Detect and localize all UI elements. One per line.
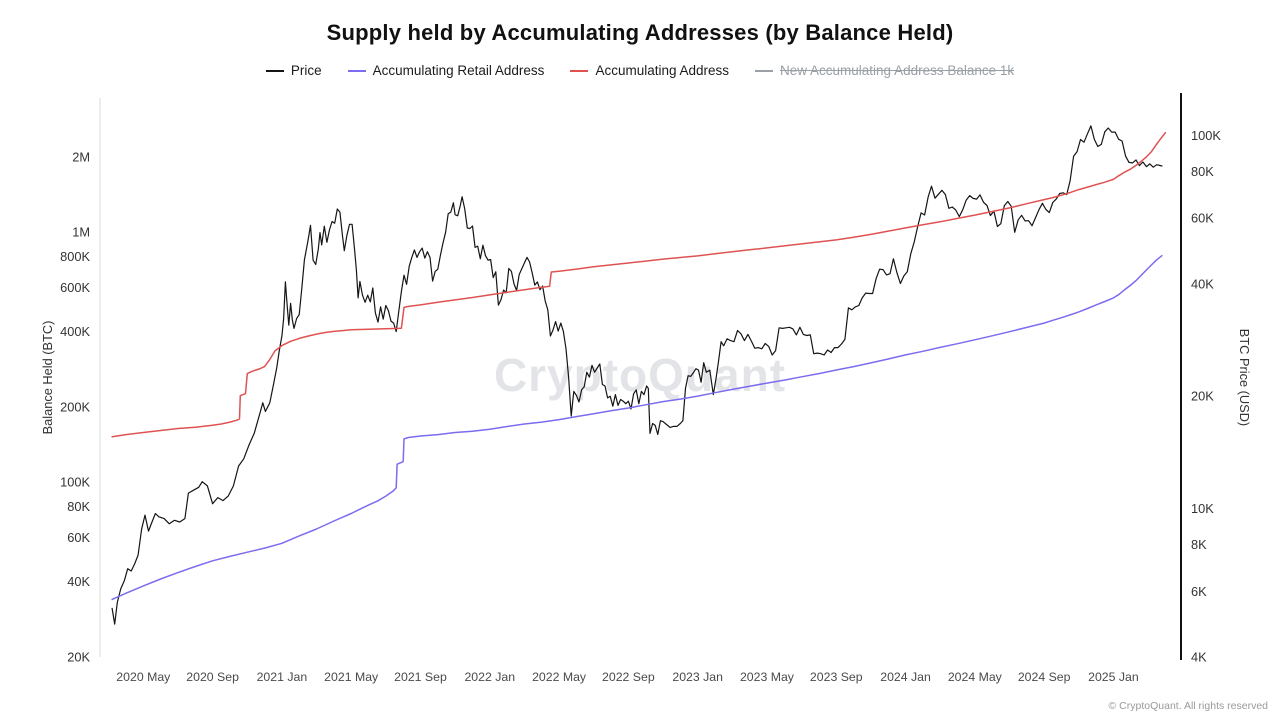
left-axis-tick: 400K <box>60 324 90 339</box>
x-axis-tick: 2022 Jan <box>464 670 515 684</box>
new-accumulating-line-swatch-icon <box>755 69 774 72</box>
x-axis-tick: 2022 May <box>532 670 587 684</box>
x-axis-tick: 2021 May <box>324 670 379 684</box>
accumulating-retail-address-line <box>111 254 1163 601</box>
right-axis-tick: 10K <box>1191 501 1214 516</box>
x-axis-tick: 2024 May <box>948 670 1003 684</box>
x-axis-tick: 2023 Sep <box>810 670 863 684</box>
legend-item-3[interactable]: New Accumulating Address Balance 1k <box>755 63 1014 78</box>
right-axis-tick: 60K <box>1191 211 1214 226</box>
right-axis-tick: 100K <box>1191 128 1221 143</box>
x-axis-tick: 2024 Jan <box>880 670 931 684</box>
copyright-footer: © CryptoQuant. All rights reserved <box>1108 700 1268 712</box>
x-axis-tick: 2020 May <box>116 670 171 684</box>
cryptoquant-watermark: CryptoQuant <box>493 349 787 401</box>
left-axis-tick: 100K <box>60 475 90 490</box>
chart-title: Supply held by Accumulating Addresses (b… <box>326 20 954 45</box>
x-axis-tick: 2024 Sep <box>1018 670 1071 684</box>
right-axis-tick: 20K <box>1191 389 1214 404</box>
right-axis-tick: 6K <box>1191 584 1207 599</box>
left-axis-tick: 200K <box>60 399 90 414</box>
legend-item-2[interactable]: Accumulating Address <box>570 63 729 78</box>
left-axis-tick: 600K <box>60 280 90 295</box>
left-axis-tick: 80K <box>67 499 90 514</box>
left-axis-tick: 1M <box>72 225 90 240</box>
legend-label-new-accumulating-address-balance-1k: New Accumulating Address Balance 1k <box>780 63 1015 78</box>
accumulating-address-line <box>111 131 1167 438</box>
price-line-swatch-icon <box>265 69 284 72</box>
x-axis-tick: 2021 Sep <box>394 670 447 684</box>
left-axis-tick: 20K <box>67 650 90 665</box>
x-axis-tick: 2025 Jan <box>1088 670 1139 684</box>
left-axis-tick: 2M <box>72 149 90 164</box>
left-axis-tick: 40K <box>67 574 90 589</box>
retail-line-swatch-icon <box>347 69 366 72</box>
legend-label-accumulating-address: Accumulating Address <box>595 63 730 78</box>
price-line <box>111 125 1163 625</box>
right-axis-tick: 4K <box>1191 650 1207 665</box>
x-axis-tick: 2023 May <box>740 670 795 684</box>
right-axis-tick: 80K <box>1191 164 1214 179</box>
x-axis-tick: 2023 Jan <box>672 670 723 684</box>
legend-item-0[interactable]: Price <box>265 63 322 78</box>
right-axis-title: BTC Price (USD) <box>1237 329 1252 426</box>
left-axis-tick: 60K <box>67 530 90 545</box>
x-axis-tick: 2022 Sep <box>602 670 655 684</box>
x-axis-tick: 2021 Jan <box>257 670 308 684</box>
left-axis-tick: 800K <box>60 249 90 264</box>
right-axis-tick: 8K <box>1191 537 1207 552</box>
legend-label-price: Price <box>290 63 322 78</box>
legend: Price Accumulating Retail Address Accumu… <box>0 63 1280 78</box>
legend-label-accumulating-retail-address: Accumulating Retail Address <box>372 63 545 78</box>
left-axis-title: Balance Held (BTC) <box>40 321 55 435</box>
x-axis-tick: 2020 Sep <box>186 670 239 684</box>
accumulating-line-swatch-icon <box>570 69 589 72</box>
right-axis-tick: 40K <box>1191 276 1214 291</box>
legend-item-1[interactable]: Accumulating Retail Address <box>347 63 545 78</box>
